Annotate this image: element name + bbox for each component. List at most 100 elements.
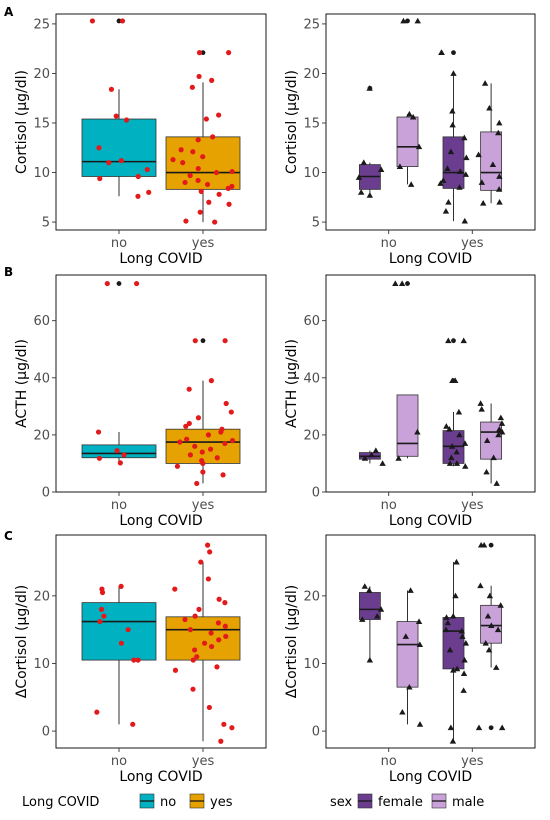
data-point [205, 432, 212, 438]
data-point [208, 630, 214, 636]
data-point [462, 639, 470, 646]
data-point [443, 614, 450, 620]
outlier-point [488, 725, 494, 731]
data-point [477, 400, 484, 406]
x-axis-title: Long COVID [389, 513, 472, 529]
data-point [449, 121, 456, 128]
data-point [203, 116, 209, 122]
data-point [222, 338, 228, 344]
data-point [215, 620, 222, 626]
data-point [447, 148, 455, 155]
data-point [498, 420, 506, 426]
data-point [220, 472, 226, 478]
data-point [223, 400, 229, 407]
box-no-female [358, 85, 381, 197]
data-point [190, 657, 196, 663]
data-point [444, 165, 451, 171]
box-yes-male [480, 83, 503, 204]
data-point [442, 626, 450, 633]
x-tick-label: yes [192, 754, 215, 769]
data-point [208, 643, 215, 650]
data-point [478, 179, 486, 185]
box-no [81, 586, 157, 725]
x-tick-label: no [381, 754, 397, 769]
data-point [442, 207, 450, 214]
data-point [135, 657, 141, 663]
data-point [113, 113, 119, 119]
legend-key-no: no [139, 793, 176, 810]
x-tick-label: no [381, 498, 397, 513]
data-point [496, 199, 503, 205]
data-point [183, 218, 189, 224]
data-point [463, 154, 470, 161]
data-point [191, 647, 198, 653]
data-point [453, 558, 460, 565]
data-point [496, 119, 503, 126]
data-point [194, 480, 200, 487]
data-point [359, 616, 366, 622]
data-point [201, 640, 208, 646]
data-point [89, 18, 96, 24]
y-tick-label: 10 [303, 657, 320, 672]
data-point [216, 112, 222, 118]
data-point [456, 184, 463, 190]
data-point [458, 627, 465, 634]
data-point [366, 85, 373, 91]
y-tick-label: 20 [303, 589, 320, 604]
data-point [104, 280, 110, 287]
y-tick-label: 0 [42, 725, 50, 740]
data-point [377, 606, 385, 612]
data-point [357, 189, 365, 195]
legend-sex-title: sex [330, 795, 353, 810]
data-point [125, 627, 131, 633]
data-point [130, 721, 136, 727]
legend-key-female: female [357, 793, 423, 810]
x-tick-label: yes [461, 754, 484, 769]
data-point [481, 80, 489, 86]
data-point [192, 338, 198, 344]
data-point [118, 640, 125, 646]
data-point [392, 280, 399, 286]
data-point [186, 386, 192, 392]
data-point [184, 436, 190, 442]
data-point [445, 199, 452, 205]
data-point [222, 623, 228, 629]
data-point [484, 612, 492, 619]
data-point [189, 84, 195, 90]
data-point [478, 405, 485, 412]
x-tick-label: no [381, 236, 397, 251]
data-point [195, 137, 201, 143]
box-no-male [396, 590, 419, 725]
data-point [196, 73, 202, 80]
data-point [229, 438, 236, 444]
box-body [396, 394, 419, 457]
data-point [398, 280, 406, 286]
data-point [406, 683, 413, 690]
data-point [453, 665, 461, 672]
data-point [195, 177, 201, 184]
data-point [440, 177, 447, 183]
data-point [97, 175, 103, 182]
data-point [414, 428, 421, 435]
data-point [495, 431, 502, 438]
data-point [98, 606, 105, 612]
y-axis-title: Cortisol (µg/dl) [14, 70, 30, 174]
data-point [195, 165, 201, 172]
data-point [183, 423, 189, 429]
y-tick-label: 60 [303, 314, 320, 329]
data-point [455, 408, 463, 415]
y-tick-label: 25 [33, 17, 50, 32]
data-point [483, 468, 490, 475]
y-tick-label: 25 [303, 17, 320, 32]
data-point [461, 656, 468, 663]
data-point [368, 451, 375, 458]
data-point [178, 147, 184, 153]
outlier-point [116, 281, 122, 286]
data-point [209, 77, 215, 83]
data-point [204, 542, 211, 548]
x-axis-title: Long COVID [119, 769, 202, 785]
x-axis-title: Long COVID [389, 769, 472, 785]
data-point [486, 592, 494, 599]
data-point [226, 201, 232, 207]
